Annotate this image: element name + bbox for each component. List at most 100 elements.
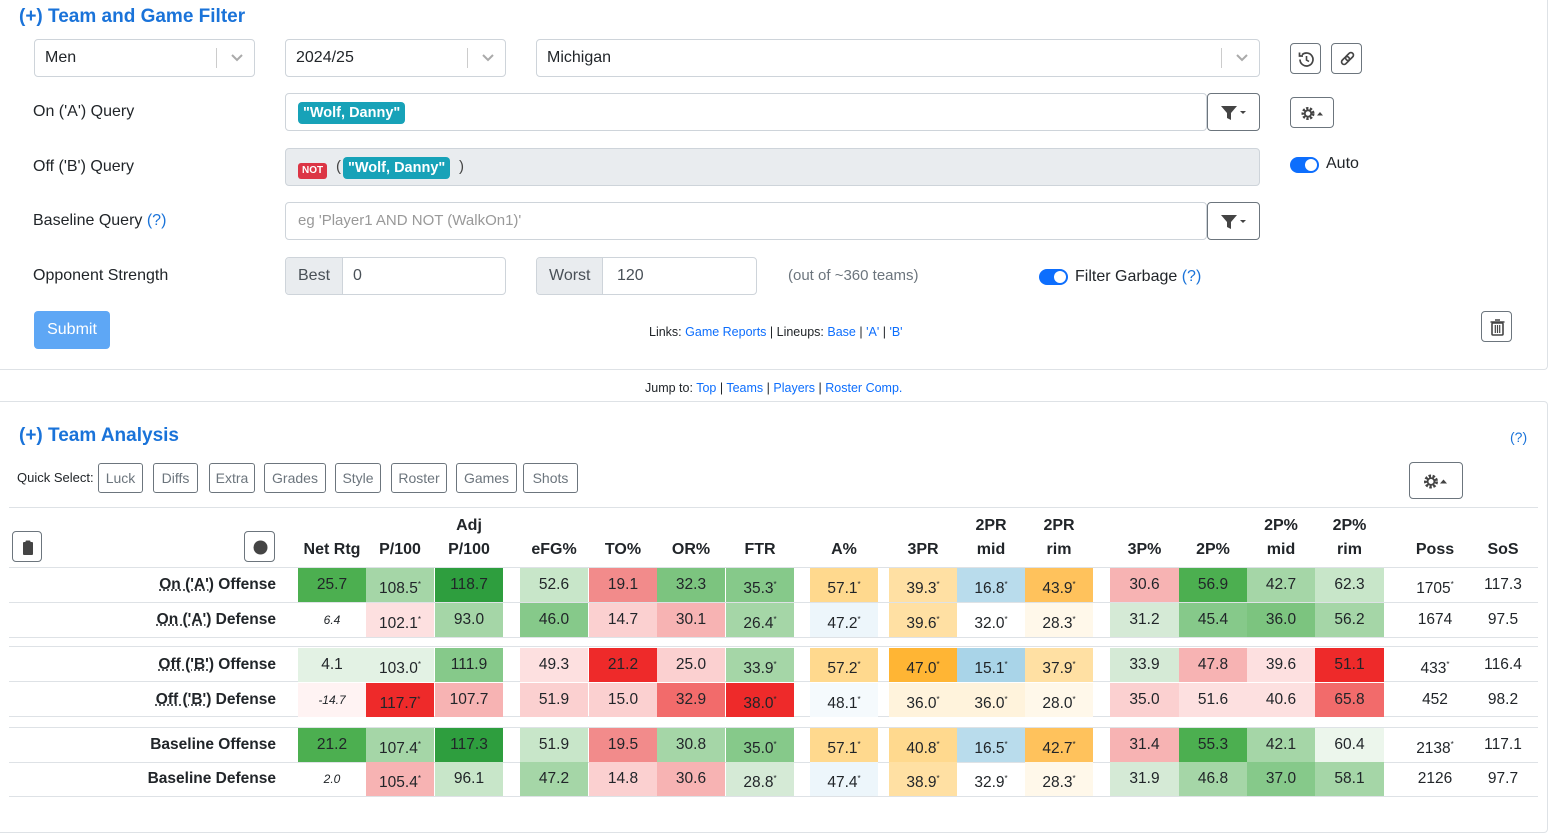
quick-select-extra-button[interactable]: Extra	[209, 463, 255, 493]
table-cell: 117.3	[1484, 576, 1522, 593]
column-header[interactable]: 3PR	[907, 541, 939, 558]
column-header[interactable]: 2P% mid	[1264, 517, 1298, 558]
auto-label: Auto	[1326, 155, 1359, 172]
table-cell: 16.8*	[957, 568, 1025, 602]
gender-select[interactable]: Men	[34, 39, 255, 77]
column-header[interactable]: 2P% rim	[1332, 517, 1367, 558]
column-header[interactable]: Adj P/100	[448, 517, 490, 558]
table-cell: 51.6	[1179, 683, 1247, 717]
team-select[interactable]: Michigan	[536, 39, 1260, 77]
column-header[interactable]: 2PR rim	[1043, 517, 1075, 558]
worst-rank-input[interactable]: Worst 120	[536, 257, 757, 295]
table-settings-button[interactable]	[1409, 462, 1463, 499]
table-cell: 108.5*	[366, 568, 434, 602]
quick-select-style-button[interactable]: Style	[335, 463, 381, 493]
opponent-strength-label: Opponent Strength	[33, 267, 169, 284]
table-cell: 21.2	[589, 648, 657, 682]
column-header[interactable]: eFG%	[531, 541, 577, 558]
column-header[interactable]: OR%	[671, 541, 711, 558]
quick-select-diffs-button[interactable]: Diffs	[153, 463, 198, 493]
submit-button[interactable]: Submit	[34, 311, 110, 349]
off-query-player-chip[interactable]: "Wolf, Danny"	[343, 157, 451, 179]
column-header[interactable]: SoS	[1487, 541, 1519, 558]
on-query-filter-button[interactable]	[1207, 93, 1260, 131]
table-cell: 46.8	[1179, 762, 1247, 796]
column-header[interactable]: TO%	[604, 541, 642, 558]
analysis-section-title[interactable]: (+) Team Analysis	[19, 425, 179, 446]
auto-toggle[interactable]	[1290, 157, 1319, 173]
clipboard-button[interactable]	[12, 531, 42, 562]
table-cell: 57.1*	[810, 728, 878, 762]
column-header[interactable]: P/100	[379, 541, 421, 558]
history-icon	[1298, 52, 1314, 67]
filter-garbage-label: Filter Garbage (?)	[1075, 268, 1202, 285]
game-reports-link[interactable]: Game Reports	[685, 325, 767, 339]
lineups-b-link[interactable]: 'B'	[889, 325, 903, 339]
baseline-query-input[interactable]: eg 'Player1 AND NOT (WalkOn1)'	[285, 202, 1207, 240]
baseline-filter-button[interactable]	[1207, 202, 1260, 240]
on-query-input[interactable]: "Wolf, Danny"	[285, 93, 1207, 131]
table-cell: 30.6	[657, 762, 725, 796]
off-query-input[interactable]: NOT ( "Wolf, Danny" )	[285, 148, 1260, 186]
best-rank-input[interactable]: Best 0	[285, 257, 506, 295]
column-header[interactable]: 2PR mid	[975, 517, 1007, 558]
table-cell: 30.6	[1110, 568, 1179, 602]
table-cell: 42.7*	[1025, 728, 1093, 762]
row-label: Baseline Defense	[147, 770, 276, 787]
baseline-help-link[interactable]: (?)	[146, 212, 167, 229]
jump-teams-link[interactable]: Teams	[726, 381, 764, 395]
table-cell: 57.2*	[810, 648, 878, 682]
best-value: 0	[353, 267, 362, 284]
filter-garbage-toggle[interactable]	[1039, 269, 1068, 285]
table-cell: 46.0	[520, 603, 588, 637]
clear-button[interactable]	[1481, 311, 1512, 342]
worst-value: 120	[617, 267, 644, 284]
table-cell: 107.4*	[366, 728, 434, 762]
filter-garbage-help-link[interactable]: (?)	[1181, 268, 1202, 285]
season-select[interactable]: 2024/25	[285, 39, 506, 77]
query-settings-button[interactable]	[1290, 97, 1334, 128]
record-button[interactable]	[244, 531, 275, 562]
jump-top-link[interactable]: Top	[696, 381, 717, 395]
open-paren: (	[336, 158, 341, 175]
copy-link-button[interactable]	[1331, 43, 1362, 74]
table-cell: 65.8	[1315, 683, 1384, 717]
table-cell: 25.7	[298, 568, 366, 602]
table-cell: 45.4	[1179, 603, 1247, 637]
analysis-help-link[interactable]: (?)	[1510, 429, 1528, 445]
lineups-a-link[interactable]: 'A'	[866, 325, 880, 339]
column-header[interactable]: Poss	[1415, 541, 1455, 558]
column-header[interactable]: A%	[831, 541, 857, 558]
table-cell: 47.0*	[889, 648, 957, 682]
quick-select-luck-button[interactable]: Luck	[98, 463, 143, 493]
row-label: On ('A') Defense	[156, 611, 276, 628]
jump-roster-link[interactable]: Roster Comp.	[825, 381, 903, 395]
table-cell: 56.2	[1315, 603, 1384, 637]
table-cell: 103.0*	[366, 648, 434, 682]
quick-select-roster-button[interactable]: Roster	[391, 463, 447, 493]
lineups-base-link[interactable]: Base	[827, 325, 856, 339]
quick-select-grades-button[interactable]: Grades	[264, 463, 326, 493]
table-cell: 36.0	[1247, 603, 1315, 637]
column-header[interactable]: FTR	[744, 541, 776, 558]
quick-select-games-button[interactable]: Games	[456, 463, 517, 493]
table-cell: 4.1	[298, 648, 366, 682]
table-cell: 39.3*	[889, 568, 957, 602]
table-cell: 433*	[1420, 660, 1450, 677]
table-cell: 57.1*	[810, 568, 878, 602]
filter-section-title[interactable]: (+) Team and Game Filter	[19, 6, 246, 27]
quick-select-shots-button[interactable]: Shots	[523, 463, 578, 493]
best-addon: Best	[286, 258, 344, 294]
chevron-down-icon	[231, 54, 243, 62]
history-button[interactable]	[1290, 43, 1321, 74]
table-cell: 28.0*	[1025, 683, 1093, 717]
column-header[interactable]: 2P%	[1196, 541, 1230, 558]
column-header[interactable]: Net Rtg	[303, 541, 361, 558]
column-header[interactable]: 3P%	[1127, 541, 1162, 558]
table-cell: 30.1	[657, 603, 725, 637]
table-cell: 56.9	[1179, 568, 1247, 602]
table-cell: 2.0	[323, 772, 341, 786]
jump-players-link[interactable]: Players	[773, 381, 816, 395]
on-query-player-chip[interactable]: "Wolf, Danny"	[298, 102, 406, 124]
trash-icon	[1490, 319, 1505, 336]
